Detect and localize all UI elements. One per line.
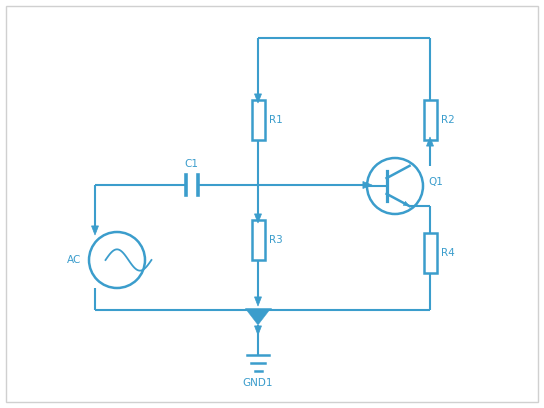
Polygon shape xyxy=(363,182,372,188)
Text: Q1: Q1 xyxy=(428,177,443,187)
Polygon shape xyxy=(246,309,270,325)
Polygon shape xyxy=(255,214,262,223)
Text: R1: R1 xyxy=(269,115,282,125)
Polygon shape xyxy=(403,201,410,206)
Bar xyxy=(423,100,436,140)
Text: GND1: GND1 xyxy=(243,378,273,388)
Text: R3: R3 xyxy=(269,235,282,245)
Bar xyxy=(423,233,436,273)
Polygon shape xyxy=(255,297,262,306)
Polygon shape xyxy=(426,137,434,146)
Polygon shape xyxy=(255,94,262,103)
Text: C1: C1 xyxy=(184,159,198,169)
Bar xyxy=(251,220,264,260)
Bar xyxy=(251,100,264,140)
Text: AC: AC xyxy=(67,255,82,265)
Text: R4: R4 xyxy=(441,248,454,258)
Polygon shape xyxy=(91,226,98,235)
Text: R2: R2 xyxy=(441,115,454,125)
Polygon shape xyxy=(255,326,262,335)
